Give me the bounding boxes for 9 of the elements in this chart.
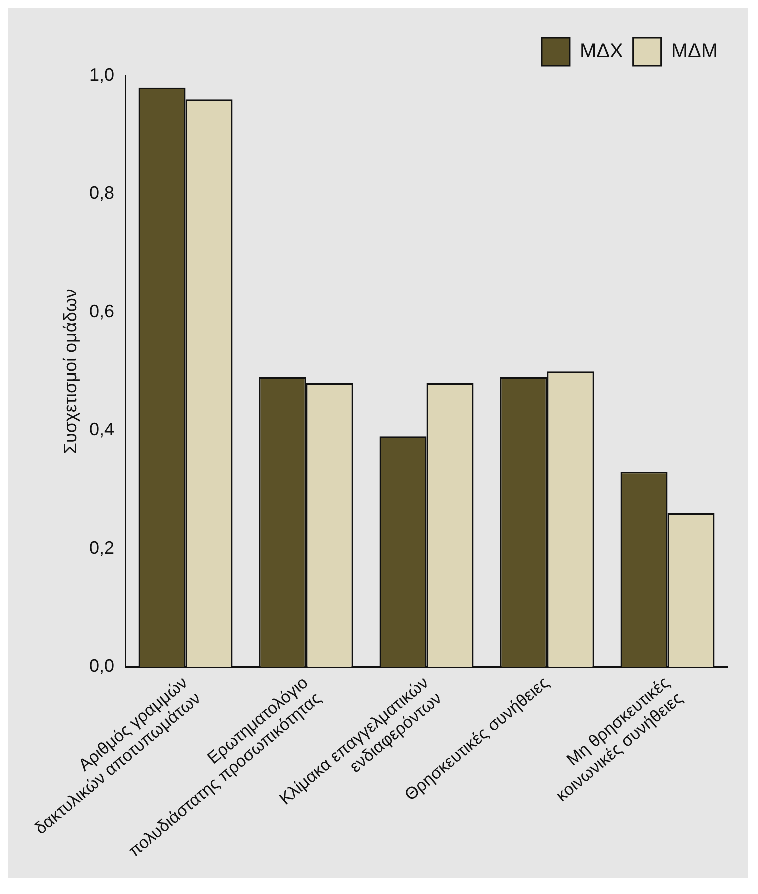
- y-tick-label: 1,0: [89, 64, 115, 85]
- y-tick-label: 0,6: [89, 301, 115, 322]
- legend-label: ΜΔΜ: [671, 40, 718, 63]
- legend-label: ΜΔΧ: [580, 40, 624, 63]
- y-tick-label: 0,8: [89, 183, 115, 204]
- y-tick-label: 0,0: [89, 656, 115, 676]
- y-tick-label: 0,2: [89, 538, 115, 558]
- y-tick-label: 0,4: [89, 420, 115, 440]
- y-axis-title: Συσχετισμοί ομάδων: [60, 289, 81, 454]
